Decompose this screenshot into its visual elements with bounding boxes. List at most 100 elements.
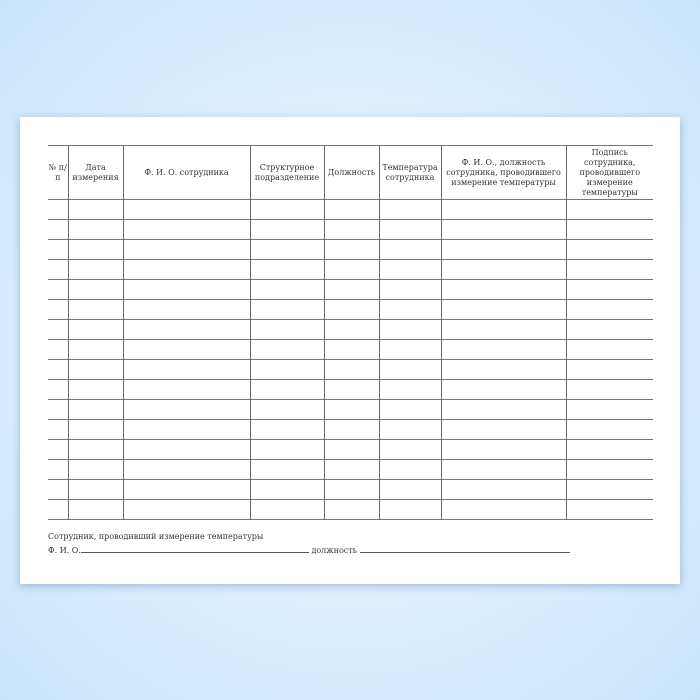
table-cell[interactable] (440, 339, 567, 360)
table-cell[interactable] (565, 199, 653, 220)
table-cell[interactable] (48, 359, 69, 380)
table-cell[interactable] (48, 499, 69, 520)
table-cell[interactable] (249, 199, 325, 220)
table-cell[interactable] (323, 339, 380, 360)
table-cell[interactable] (67, 299, 124, 320)
table-cell[interactable] (378, 279, 442, 300)
table-cell[interactable] (565, 359, 653, 380)
fio-field[interactable] (80, 544, 309, 553)
table-cell[interactable] (67, 379, 124, 400)
table-cell[interactable] (48, 259, 69, 280)
table-cell[interactable] (440, 359, 567, 380)
table-cell[interactable] (378, 459, 442, 480)
table-cell[interactable] (565, 459, 653, 480)
table-cell[interactable] (122, 299, 251, 320)
table-cell[interactable] (378, 319, 442, 340)
table-cell[interactable] (323, 399, 380, 420)
table-cell[interactable] (67, 339, 124, 360)
table-cell[interactable] (378, 199, 442, 220)
table-cell[interactable] (440, 459, 567, 480)
table-cell[interactable] (378, 219, 442, 240)
table-cell[interactable] (565, 259, 653, 280)
table-cell[interactable] (440, 319, 567, 340)
table-cell[interactable] (323, 219, 380, 240)
position-field[interactable] (359, 544, 570, 553)
table-cell[interactable] (323, 359, 380, 380)
table-cell[interactable] (378, 259, 442, 280)
table-cell[interactable] (565, 499, 653, 520)
table-cell[interactable] (249, 439, 325, 460)
table-cell[interactable] (323, 199, 380, 220)
table-cell[interactable] (249, 379, 325, 400)
table-cell[interactable] (67, 419, 124, 440)
table-cell[interactable] (323, 279, 380, 300)
table-cell[interactable] (67, 359, 124, 380)
table-cell[interactable] (323, 459, 380, 480)
table-cell[interactable] (122, 259, 251, 280)
table-cell[interactable] (122, 339, 251, 360)
table-cell[interactable] (565, 239, 653, 260)
table-cell[interactable] (440, 419, 567, 440)
table-cell[interactable] (48, 379, 69, 400)
table-cell[interactable] (122, 479, 251, 500)
table-cell[interactable] (565, 419, 653, 440)
table-cell[interactable] (440, 199, 567, 220)
table-cell[interactable] (323, 499, 380, 520)
table-cell[interactable] (67, 399, 124, 420)
table-cell[interactable] (122, 319, 251, 340)
table-cell[interactable] (249, 459, 325, 480)
table-cell[interactable] (249, 479, 325, 500)
table-cell[interactable] (249, 279, 325, 300)
table-cell[interactable] (48, 419, 69, 440)
table-cell[interactable] (67, 459, 124, 480)
table-cell[interactable] (378, 379, 442, 400)
table-cell[interactable] (378, 239, 442, 260)
table-cell[interactable] (67, 499, 124, 520)
table-cell[interactable] (323, 379, 380, 400)
table-cell[interactable] (67, 219, 124, 240)
table-cell[interactable] (122, 279, 251, 300)
table-cell[interactable] (249, 499, 325, 520)
table-cell[interactable] (440, 299, 567, 320)
table-cell[interactable] (378, 439, 442, 460)
table-cell[interactable] (67, 239, 124, 260)
table-cell[interactable] (440, 399, 567, 420)
table-cell[interactable] (565, 319, 653, 340)
table-cell[interactable] (67, 199, 124, 220)
table-cell[interactable] (122, 459, 251, 480)
table-cell[interactable] (48, 299, 69, 320)
table-cell[interactable] (122, 359, 251, 380)
table-cell[interactable] (122, 499, 251, 520)
table-cell[interactable] (440, 219, 567, 240)
table-cell[interactable] (378, 299, 442, 320)
table-cell[interactable] (67, 439, 124, 460)
table-cell[interactable] (48, 479, 69, 500)
table-cell[interactable] (565, 279, 653, 300)
table-cell[interactable] (323, 439, 380, 460)
table-cell[interactable] (440, 479, 567, 500)
table-cell[interactable] (249, 399, 325, 420)
table-cell[interactable] (249, 359, 325, 380)
table-cell[interactable] (440, 379, 567, 400)
table-cell[interactable] (67, 259, 124, 280)
table-cell[interactable] (565, 379, 653, 400)
table-cell[interactable] (378, 339, 442, 360)
table-cell[interactable] (565, 399, 653, 420)
table-cell[interactable] (122, 419, 251, 440)
table-cell[interactable] (122, 399, 251, 420)
table-cell[interactable] (67, 279, 124, 300)
table-cell[interactable] (122, 439, 251, 460)
table-cell[interactable] (323, 239, 380, 260)
table-cell[interactable] (323, 319, 380, 340)
table-cell[interactable] (323, 299, 380, 320)
table-cell[interactable] (249, 239, 325, 260)
table-cell[interactable] (48, 279, 69, 300)
table-cell[interactable] (378, 479, 442, 500)
table-cell[interactable] (48, 459, 69, 480)
table-cell[interactable] (249, 319, 325, 340)
table-cell[interactable] (249, 259, 325, 280)
table-cell[interactable] (565, 439, 653, 460)
table-cell[interactable] (249, 339, 325, 360)
table-cell[interactable] (440, 279, 567, 300)
table-cell[interactable] (440, 259, 567, 280)
